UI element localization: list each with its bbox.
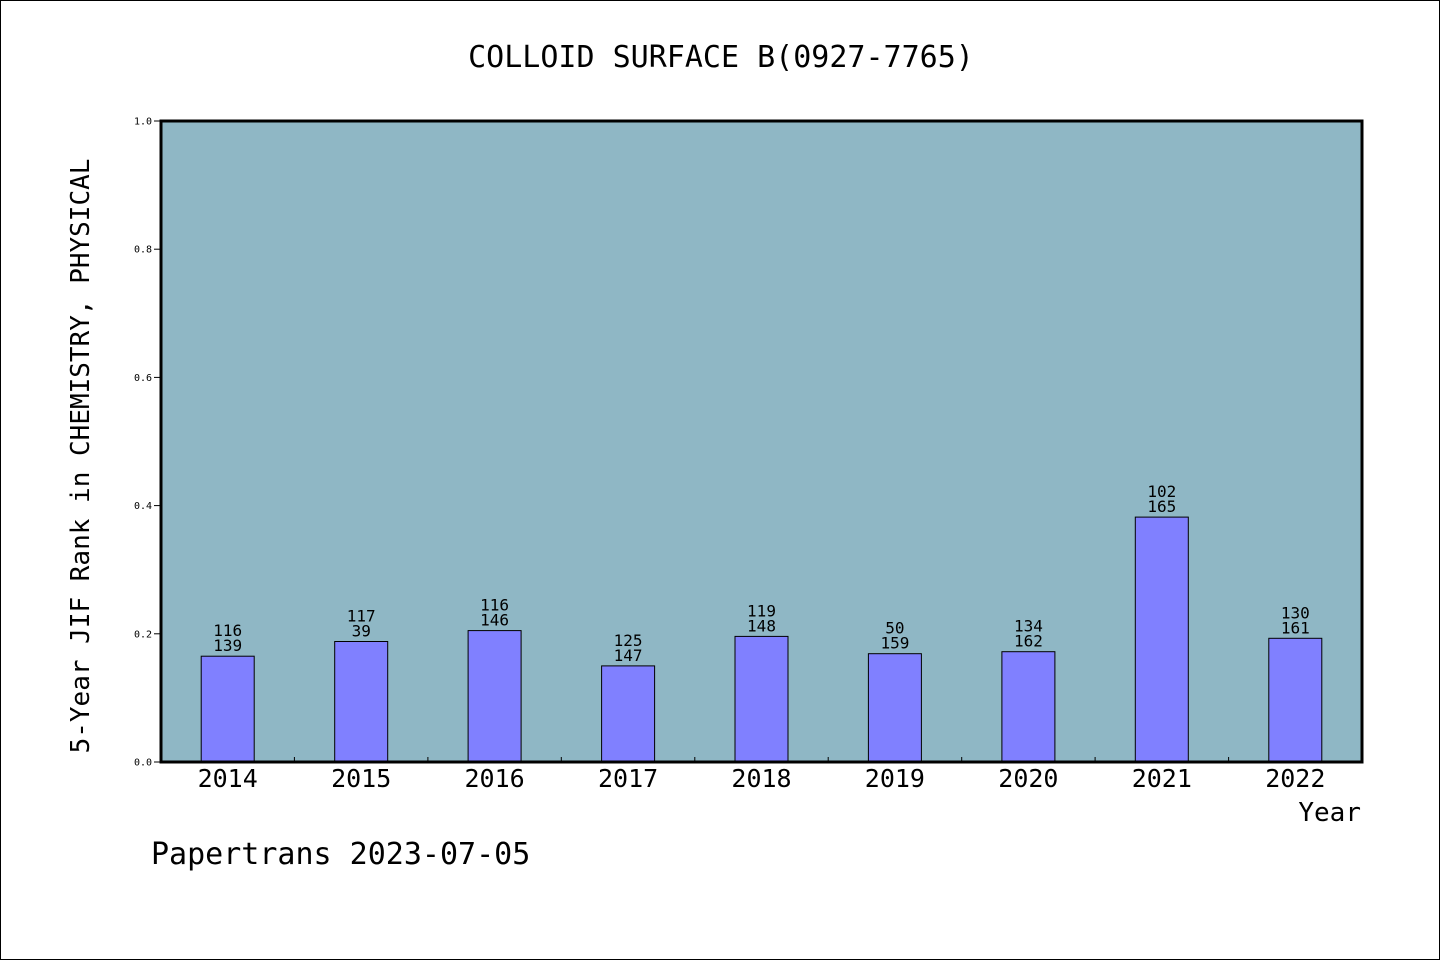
- footer-credit: Papertrans 2023-07-05: [151, 837, 530, 872]
- bar-label-2014-1: 116: [213, 621, 242, 640]
- y-tick-label-0.2: 0.2: [134, 629, 152, 640]
- bar-label-2021-1: 102: [1147, 482, 1176, 501]
- x-tick-label-2020: 2020: [998, 764, 1058, 793]
- bar-label-2019-1: 50: [885, 619, 904, 638]
- bar-2014: [200, 655, 255, 763]
- y-axis: 0.0 0.2 0.4 0.6 0.8 1.0: [134, 117, 161, 769]
- bar-label-2016-2: 146: [480, 611, 509, 630]
- bar-label-2020-1: 134: [1014, 617, 1043, 636]
- bar-label-2017-2: 147: [614, 646, 643, 665]
- y-tick-label-0.0: 0.0: [134, 758, 152, 769]
- x-tick-label-2015: 2015: [331, 764, 391, 793]
- bar-2017: [601, 665, 656, 763]
- y-tick-label-0.4: 0.4: [134, 501, 152, 512]
- bar-label-2018-1: 119: [747, 601, 776, 620]
- bar-2018: [734, 635, 789, 763]
- y-axis-label: 5-Year JIF Rank in CHEMISTRY, PHYSICAL: [66, 159, 96, 754]
- bar-2022: [1268, 637, 1323, 763]
- bar-2019: [867, 653, 922, 763]
- bar-label-2015-2: 39: [352, 622, 371, 641]
- y-tick-label-0.6: 0.6: [134, 373, 152, 384]
- x-tick-label-2021: 2021: [1132, 764, 1192, 793]
- bar-label-2019-2: 159: [880, 634, 909, 653]
- bar-label-2014-2: 139: [213, 636, 242, 655]
- bar-2020: [1001, 651, 1056, 763]
- x-tick-label-2019: 2019: [865, 764, 925, 793]
- bar-label-2021-2: 165: [1147, 497, 1176, 516]
- bar-label-2016-1: 116: [480, 596, 509, 615]
- x-axis-label: Year: [1298, 798, 1361, 828]
- y-tick-label-0.8: 0.8: [134, 245, 152, 256]
- bar-label-2022-2: 161: [1281, 618, 1310, 637]
- plot-border: [159, 119, 1364, 764]
- bars-layer: [200, 516, 1323, 763]
- x-axis: 2014 2015 2016 2017 2018 2019 2020 2021 2022: [198, 757, 1325, 793]
- chart-title: COLLOID SURFACE B(0927-7765): [468, 40, 974, 75]
- x-tick-label-2014: 2014: [198, 764, 258, 793]
- bar-label-2022-1: 130: [1281, 603, 1310, 622]
- y-tick-label-1.0: 1.0: [134, 117, 152, 128]
- x-tick-label-2017: 2017: [598, 764, 658, 793]
- bar-2016: [467, 630, 522, 763]
- bar-label-2015-1: 117: [347, 607, 376, 626]
- bar-label-2020-2: 162: [1014, 632, 1043, 651]
- bar-2015: [334, 641, 389, 763]
- x-tick-label-2022: 2022: [1265, 764, 1325, 793]
- bar-label-2018-2: 148: [747, 616, 776, 635]
- x-tick-label-2016: 2016: [464, 764, 524, 793]
- bar-2021: [1134, 516, 1189, 763]
- bar-label-2017-1: 125: [614, 631, 643, 650]
- x-tick-label-2018: 2018: [731, 764, 791, 793]
